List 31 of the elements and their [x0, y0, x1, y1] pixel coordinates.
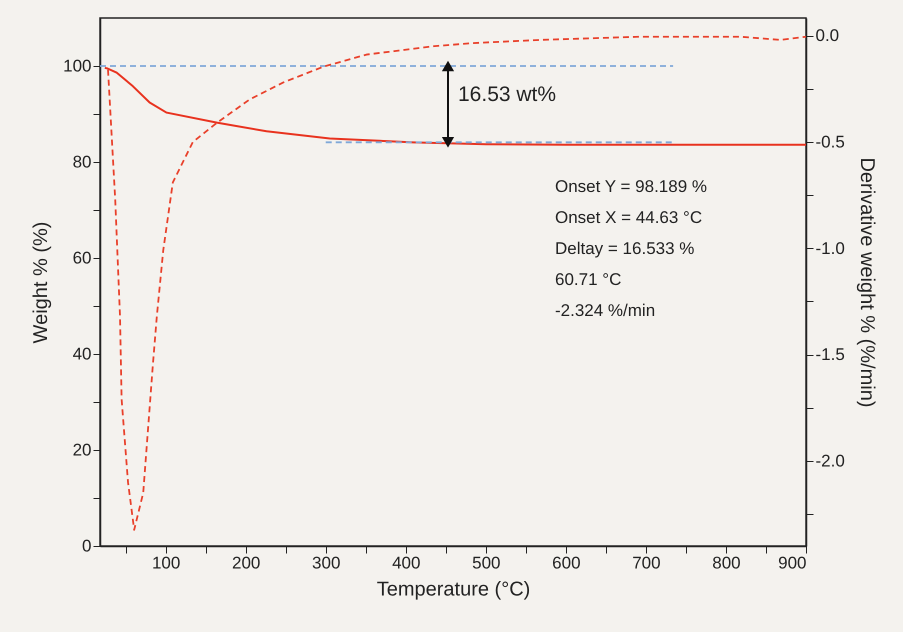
- y-tick-label: 20: [72, 440, 92, 460]
- x-tick-label: 500: [472, 554, 501, 572]
- annotation: Deltay = 16.533 %: [555, 239, 694, 258]
- annotation: 16.53 wt%: [458, 83, 556, 106]
- y2-tick-label: -1.5: [816, 345, 845, 364]
- x-tick-label: 900: [778, 554, 806, 572]
- x-tick-label: 800: [712, 554, 741, 572]
- y-tick-label: 60: [72, 248, 92, 268]
- x-tick-label: 600: [552, 554, 581, 572]
- y2-tick-label: 0.0: [816, 26, 840, 46]
- x-tick-label: 100: [152, 554, 180, 572]
- y-axis-title: Weight % (%): [30, 222, 52, 344]
- y2-tick-label: -0.5: [816, 132, 845, 152]
- y-tick-label: 80: [72, 152, 92, 172]
- line-series: [104, 66, 806, 146]
- y-tick-label: 100: [63, 56, 92, 76]
- x-tick-label: 300: [312, 554, 340, 572]
- annotation: Onset X = 44.63 °C: [555, 208, 702, 227]
- x-tick-label: 200: [232, 554, 260, 572]
- y-tick-label: 40: [72, 344, 92, 364]
- annotation: Onset Y = 98.189 %: [555, 177, 708, 196]
- y2-tick-label: -1.0: [816, 238, 845, 258]
- y2-axis-title: Derivative weight % (%/min): [856, 157, 878, 408]
- y2-tick-label: -2.0: [816, 451, 845, 470]
- annotation: -2.324 %/min: [555, 301, 656, 320]
- x-tick-label: 700: [632, 554, 661, 572]
- y-tick-label: 0: [82, 536, 92, 556]
- annotation: 60.71 °C: [555, 270, 622, 289]
- line-series: [107, 36, 806, 531]
- x-tick-label: 400: [392, 554, 420, 572]
- x-axis-title: Temperature (°C): [376, 578, 530, 600]
